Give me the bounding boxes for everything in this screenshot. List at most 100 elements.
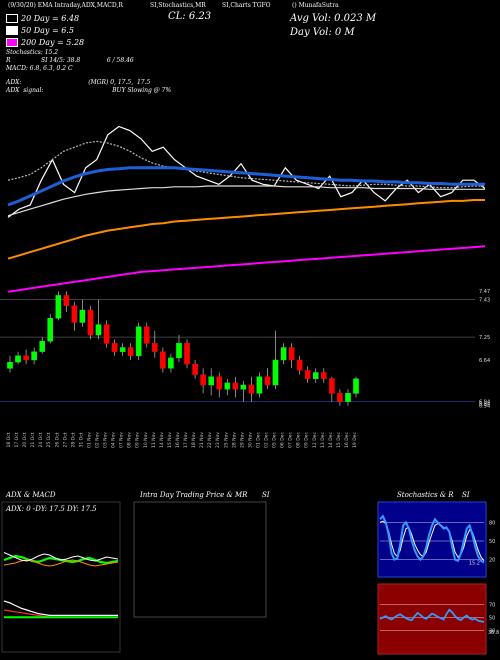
candle-body: [160, 351, 166, 369]
date-tick: 03 Nov: [103, 432, 109, 448]
ema-lines: [7, 125, 486, 293]
header-top-line: (9/30/20) EMA Intraday,ADX,MACD,R: [8, 2, 123, 9]
date-tick: 05 Dec: [272, 432, 278, 448]
adx-panel: [1, 501, 121, 653]
stoch-lines: 80 50 20 15.2: [379, 514, 495, 567]
candle: [224, 378, 231, 396]
candle: [7, 355, 13, 373]
candle-body: [103, 324, 110, 344]
rsi-value-label: 38.8: [488, 630, 499, 636]
date-tick: 18 Nov: [191, 432, 197, 448]
candle: [248, 376, 255, 402]
date-tick: 02 Dec: [263, 432, 269, 448]
intraday-panel-title: Intra Day Trading Price & MR: [140, 491, 248, 499]
candle: [135, 322, 142, 360]
candle-body: [184, 343, 190, 365]
date-tick: 14 Nov: [159, 432, 165, 448]
candle-body: [329, 378, 335, 394]
date-tick: 15 Nov: [167, 432, 173, 448]
candle: [31, 347, 37, 365]
date-tick: 31 Oct: [78, 432, 84, 447]
date-tick: 01 Dec: [255, 432, 261, 448]
candle-body: [224, 382, 231, 390]
macd-line-0: [3, 600, 118, 617]
candle-body: [95, 324, 102, 336]
ema-series-5: [7, 245, 486, 293]
adx-panel-text: ADX: 0 -DY: 17.5 DY: 17.5: [5, 505, 97, 513]
date-tick: 07 Nov: [119, 432, 125, 448]
adx-text: ADX: (MGR) 0, 17.5, 17.5: [6, 79, 151, 86]
candle: [264, 368, 271, 390]
date-tick: 08 Nov: [127, 432, 133, 448]
candle-body: [47, 318, 53, 342]
candle: [168, 353, 174, 373]
day-vol-label: Day Vol: 0 M: [290, 27, 355, 38]
candle: [200, 368, 206, 394]
candle-body: [296, 359, 303, 371]
rsi-level-label: 70: [489, 603, 495, 609]
stoch-text: Stochastics: 15.2: [6, 49, 59, 56]
price-label: 6.94: [479, 404, 490, 410]
macd-text: MACD: 6.8, 6.3, 0.2 C: [6, 65, 73, 72]
header-seg-4: () MunafaSutra: [292, 2, 339, 9]
legend-swatch-20day: [6, 13, 18, 23]
header-seg-1: (9/30/20) EMA Intraday,ADX,MACD,R: [8, 2, 123, 9]
date-tick: 25 Oct: [46, 432, 52, 447]
price-label: 7.47: [479, 289, 490, 295]
candle-body: [240, 384, 247, 390]
candle-body: [55, 295, 62, 319]
candle: [95, 299, 102, 340]
date-tick: 28 Nov: [231, 432, 237, 448]
date-tick: 14 Dec: [328, 432, 334, 448]
candle-body: [135, 326, 142, 357]
candle: [288, 343, 295, 369]
date-tick: 23 Nov: [215, 432, 221, 448]
date-tick: 01 Nov: [86, 432, 92, 448]
intraday-panel: [133, 501, 267, 618]
ema-series-2: [7, 166, 485, 207]
candle-body: [151, 343, 158, 352]
candle-body: [87, 309, 94, 336]
candle-body: [192, 364, 198, 375]
candle: [240, 380, 247, 402]
price-label: 7.43: [479, 297, 490, 303]
stoch-panel-title: Stochastics & R: [397, 491, 454, 499]
candle-body: [111, 343, 118, 352]
candle: [143, 322, 150, 348]
candle-body: [337, 393, 343, 402]
candle: [216, 372, 223, 398]
candle-body: [345, 393, 351, 402]
candle: [111, 339, 118, 356]
rsi-line: [379, 608, 485, 623]
candle-body: [79, 309, 86, 323]
candle: [63, 291, 70, 313]
price-label: 6.94: [479, 402, 490, 408]
main-chart-svg: 7.477.437.256.646.946.946.94 18 Oct 17 Oc…: [0, 125, 490, 448]
date-tick: 13 Dec: [320, 432, 326, 448]
date-tick: 10 Nov: [143, 432, 149, 448]
intraday-si-label: SI: [262, 491, 270, 499]
date-tick: 04 Nov: [111, 432, 117, 448]
close-label: CL: 6.23: [168, 11, 212, 22]
legend-label-50day: 50 Day = 6.5: [21, 25, 74, 35]
adx-panel-title: ADX & MACD: [6, 491, 56, 499]
candle-body: [313, 372, 319, 380]
candle-body: [200, 374, 206, 386]
candle-body: [321, 372, 327, 380]
candle: [304, 366, 311, 383]
candle: [337, 389, 343, 406]
header-seg-2: SI,Stochastics,MR: [150, 2, 206, 9]
candle-body: [31, 351, 37, 361]
stoch-value-label: 15.2: [469, 561, 480, 567]
legend-label-200day: 200 Day = 5.28: [21, 37, 85, 47]
date-tick: 20 Oct: [22, 432, 28, 447]
legend-50day: 50 Day = 6.5: [6, 24, 84, 36]
adx-signal-text: ADX signal: BUY Slowing @ 7%: [6, 87, 172, 94]
date-tick: 16 Dec: [344, 432, 350, 448]
stoch-panel: [377, 501, 487, 578]
ma-legend: 20 Day = 6.48 50 Day = 6.5 200 Day = 5.2…: [6, 12, 84, 48]
candle: [119, 343, 126, 356]
rsi-level-label: 50: [489, 616, 495, 622]
ema-series-4: [7, 199, 485, 260]
